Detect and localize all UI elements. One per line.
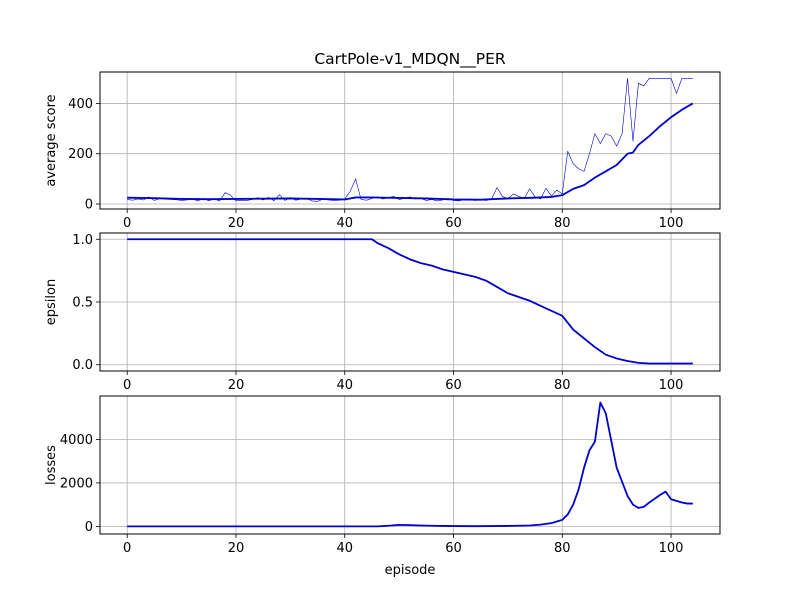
axes-frame [99, 395, 721, 535]
y-tick-label: 4000 [60, 433, 93, 448]
x-tick-label: 80 [554, 378, 571, 393]
x-tick-label: 0 [123, 378, 131, 393]
panel-epsilon: 0 20 40 60 80 100 0.0 0.5 1.0 epsilon [44, 232, 721, 393]
x-tick-label: 100 [659, 541, 684, 556]
x-tick-label: 80 [554, 216, 571, 231]
x-tick-label: 20 [228, 216, 245, 231]
x-tick-label: 40 [336, 378, 353, 393]
y-tick-label: 1.0 [72, 233, 93, 248]
x-tick-label: 0 [123, 541, 131, 556]
epsilon-mean-line [127, 238, 693, 365]
y-tick-label: 0 [85, 197, 93, 212]
x-tick-label: 80 [554, 541, 571, 556]
y-tick-label: 0 [85, 520, 93, 535]
axes-frame [99, 71, 721, 210]
series-group [127, 238, 693, 365]
x-tick-label: 40 [336, 216, 353, 231]
y-tick-label: 0.5 [72, 296, 93, 311]
y-tick-label: 400 [68, 97, 93, 112]
y-tick-label: 2000 [60, 476, 93, 491]
series-group [127, 77, 694, 202]
x-tick-label: 60 [445, 216, 462, 231]
x-tick-label: 40 [336, 541, 353, 556]
x-tick-label: 60 [445, 378, 462, 393]
x-tick-label: 20 [228, 378, 245, 393]
series-group [127, 401, 693, 528]
x-tick-label: 100 [659, 216, 684, 231]
x-tick-label: 0 [123, 216, 131, 231]
y-tick-label: 0.0 [72, 358, 93, 373]
y-axis-label-losses: losses [44, 445, 59, 485]
panel-score: 0 20 40 60 80 100 0 200 400 average score [44, 71, 721, 231]
chart-title: CartPole-v1_MDQN__PER [314, 50, 506, 69]
losses-mean-line [127, 401, 693, 528]
y-axis-label-score: average score [44, 94, 59, 186]
raw-score-line [127, 77, 693, 202]
y-axis-label-epsilon: epsilon [44, 279, 59, 325]
x-tick-label: 100 [659, 378, 684, 393]
x-tick-label: 20 [228, 541, 245, 556]
x-axis-label: episode [385, 563, 436, 578]
x-tick-label: 60 [445, 541, 462, 556]
y-tick-label: 200 [68, 147, 93, 162]
score-mean-line [127, 102, 694, 201]
